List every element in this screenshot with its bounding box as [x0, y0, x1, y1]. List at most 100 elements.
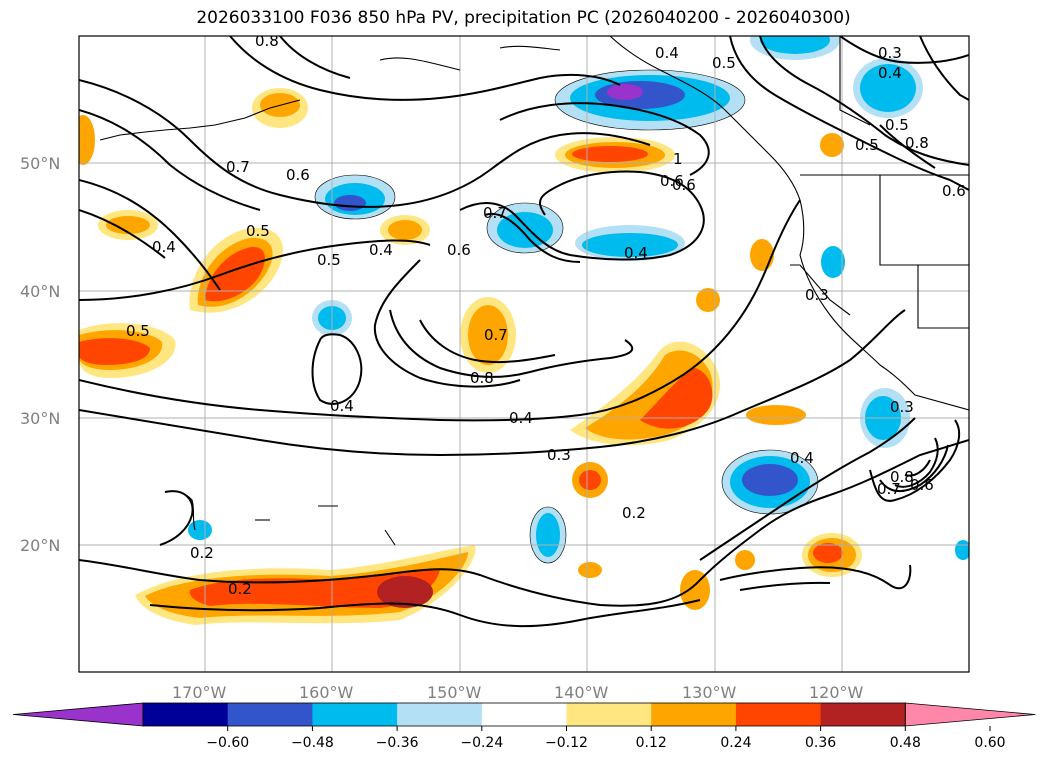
contour-label: 0.3: [878, 44, 902, 62]
shade-negative-ne: [750, 36, 923, 118]
colorbar-tick-label: −0.36: [376, 735, 419, 751]
contour-0-5: [79, 239, 431, 301]
colorbar-tick-label: 0.60: [974, 735, 1005, 751]
contour-label: 0.8: [255, 32, 279, 50]
contour-label: 0.4: [509, 409, 533, 427]
colorbar-swatch: [312, 703, 398, 726]
contour-label: 0.5: [317, 251, 341, 269]
contour-dateline: [159, 490, 194, 546]
lon-label: 120°W: [809, 683, 864, 702]
precipitation-shading: [79, 36, 969, 625]
contour-label: 0.6: [942, 182, 966, 200]
colorbar-swatch: [735, 703, 822, 726]
map-plot-area: 0.8 0.4 0.5 0.3 0.4 0.7 0.6 0.5 0.4 0.4 …: [79, 32, 969, 672]
lon-label: 170°W: [172, 683, 227, 702]
contour-label: 0.5: [855, 136, 879, 154]
colorbar-swatch: [227, 703, 313, 726]
contour-label: 0.8: [470, 369, 494, 387]
map-title: 2026033100 F036 850 hPa PV, precipitatio…: [196, 8, 851, 28]
contour-0-2-north: [79, 439, 969, 607]
colorbar-swatch: [397, 703, 483, 726]
latitude-labels: 50°N 40°N 30°N 20°N: [20, 154, 60, 555]
contour-ne-4: [919, 36, 969, 101]
lon-label: 150°W: [427, 683, 482, 702]
contour-west-b: [79, 209, 166, 259]
contour-label: 0.7: [483, 204, 507, 222]
contour-label: 0.7: [484, 326, 508, 344]
contour-label: 0.2: [228, 580, 252, 598]
contour-label: 0.3: [805, 286, 829, 304]
contour-label: 0.6: [910, 476, 934, 494]
lon-label: 130°W: [682, 683, 737, 702]
colorbar-extend-low: [12, 702, 144, 727]
contour-label: 0.4: [790, 449, 814, 467]
lat-label: 20°N: [20, 536, 60, 555]
contour-label: 0.6: [286, 166, 310, 184]
lon-label: 140°W: [554, 683, 609, 702]
contour-label-group: 0.8 0.4 0.5 0.3 0.4 0.7 0.6 0.5 0.4 0.4 …: [126, 32, 966, 598]
contour-label: 0.7: [877, 480, 901, 498]
contour-label: 0.5: [126, 322, 150, 340]
colorbar-swatch: [566, 703, 652, 726]
contour-arc-3: [229, 36, 621, 101]
contour-label: 0.4: [878, 64, 902, 82]
lat-label: 30°N: [20, 409, 60, 428]
colorbar-tick-label: 0.36: [805, 735, 836, 751]
lat-label: 40°N: [20, 282, 60, 301]
colorbar-extend-high: [904, 702, 1036, 727]
colorbar-swatch: [820, 703, 906, 726]
contour-west-a: [79, 179, 221, 291]
contour-0-3: [79, 309, 906, 457]
contour-0-6: [373, 259, 521, 388]
contour-label: 0.4: [624, 244, 648, 262]
contour-label: 0.5: [885, 116, 909, 134]
contour-east-bulge: [699, 417, 916, 561]
contour-label: 0.2: [622, 504, 646, 522]
contour-ne-1: [729, 36, 969, 191]
shade-positive-gulf: [555, 137, 675, 173]
colorbar-swatch: [143, 703, 229, 726]
contour-ne-2: [759, 36, 969, 166]
contour-label: 0.4: [330, 397, 354, 415]
contour-arc-5: [499, 102, 710, 176]
contour-label: 0.4: [369, 241, 393, 259]
contour-ne-5: [879, 124, 936, 169]
colorbar-swatch: [481, 703, 567, 726]
colorbar-tick-label: 0.48: [890, 735, 921, 751]
colorbar-outline: [142, 702, 906, 727]
shade-negative-bc: [555, 70, 745, 130]
lon-label: 160°W: [299, 683, 354, 702]
contour-label: 1: [673, 150, 683, 168]
contour-label: 0.8: [890, 468, 914, 486]
contour-east-tail-1: [719, 564, 912, 590]
contour-label: 0.6: [447, 241, 471, 259]
colorbar-tick-label: −0.60: [206, 735, 249, 751]
contour-label: 0.4: [655, 44, 679, 62]
contour-loop-inner: [484, 212, 581, 263]
plot-frame: [78, 35, 970, 673]
contour-label: 0.6: [672, 176, 696, 194]
contour-label: 0.5: [246, 222, 270, 240]
colorbar-tick-label: 0.24: [720, 735, 751, 751]
lat-label: 50°N: [20, 154, 60, 173]
contour-ne-3: [839, 36, 969, 64]
colorbar-tick-label: 0.12: [636, 735, 667, 751]
colorbar-swatch: [651, 703, 737, 726]
contour-0-7: [389, 309, 634, 378]
shade-positive-itcz: [135, 545, 476, 625]
contour-arc-2: [79, 109, 261, 211]
contour-0-4: [79, 199, 801, 422]
contour-label: 0.3: [890, 398, 914, 416]
shade-positive-west: [79, 88, 844, 378]
contour-label: 0.8: [905, 134, 929, 152]
contour-label: 0.4: [152, 238, 176, 256]
contour-east-loop-4: [904, 459, 931, 477]
contour-loop-center: [459, 170, 705, 261]
contour-east-tail-2: [739, 581, 831, 591]
contour-label: 0.6: [660, 172, 684, 190]
contour-east-loop-1: [869, 419, 961, 502]
colorbar: −0.60 −0.48 −0.36 −0.24 −0.12 0.12 0.24 0.36 0.4…: [12, 702, 1036, 751]
contour-arc-4: [279, 36, 351, 79]
contour-label: 0.7: [226, 158, 250, 176]
